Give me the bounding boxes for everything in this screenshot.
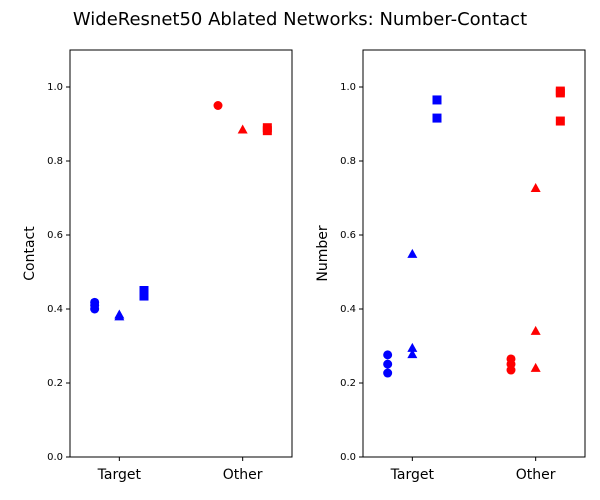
axes-frame <box>69 49 293 458</box>
point <box>90 304 100 314</box>
axes-frame <box>362 49 586 458</box>
point <box>530 183 541 193</box>
point <box>432 113 442 123</box>
point <box>530 362 541 372</box>
y-tick-label: 0.4 <box>340 304 356 315</box>
y-tick-label: 0.2 <box>47 378 63 389</box>
y-tick-label: 1.0 <box>47 82 63 93</box>
point <box>139 291 149 301</box>
y-tick-label: 0.0 <box>340 452 356 463</box>
point <box>407 349 418 359</box>
y-tick-label: 0.0 <box>47 452 63 463</box>
y-tick-label: 0.4 <box>47 304 63 315</box>
y-tick-label: 0.6 <box>340 230 356 241</box>
y-tick-label: 0.2 <box>340 378 356 389</box>
point <box>383 359 393 369</box>
point <box>555 88 565 98</box>
y-axis-label: Contact <box>22 226 38 281</box>
point <box>530 325 541 335</box>
y-tick-label: 0.8 <box>340 156 356 167</box>
point <box>114 311 125 321</box>
point <box>237 124 248 134</box>
point <box>407 342 418 352</box>
point <box>407 248 418 258</box>
point <box>432 95 442 105</box>
x-tick-label: Target <box>390 467 435 483</box>
point <box>555 116 565 126</box>
point <box>383 350 393 360</box>
y-tick-label: 0.8 <box>47 156 63 167</box>
x-tick-label: Other <box>223 467 263 483</box>
y-tick-label: 1.0 <box>340 82 356 93</box>
x-tick-label: Target <box>97 467 142 483</box>
point <box>383 368 393 378</box>
point <box>213 101 223 110</box>
point <box>262 126 272 136</box>
figure-title: WideResnet50 Ablated Networks: Number-Co… <box>73 9 527 30</box>
y-tick-label: 0.6 <box>47 230 63 241</box>
x-tick-label: Other <box>516 467 556 483</box>
point <box>506 365 516 375</box>
y-axis-label: Number <box>315 225 331 281</box>
